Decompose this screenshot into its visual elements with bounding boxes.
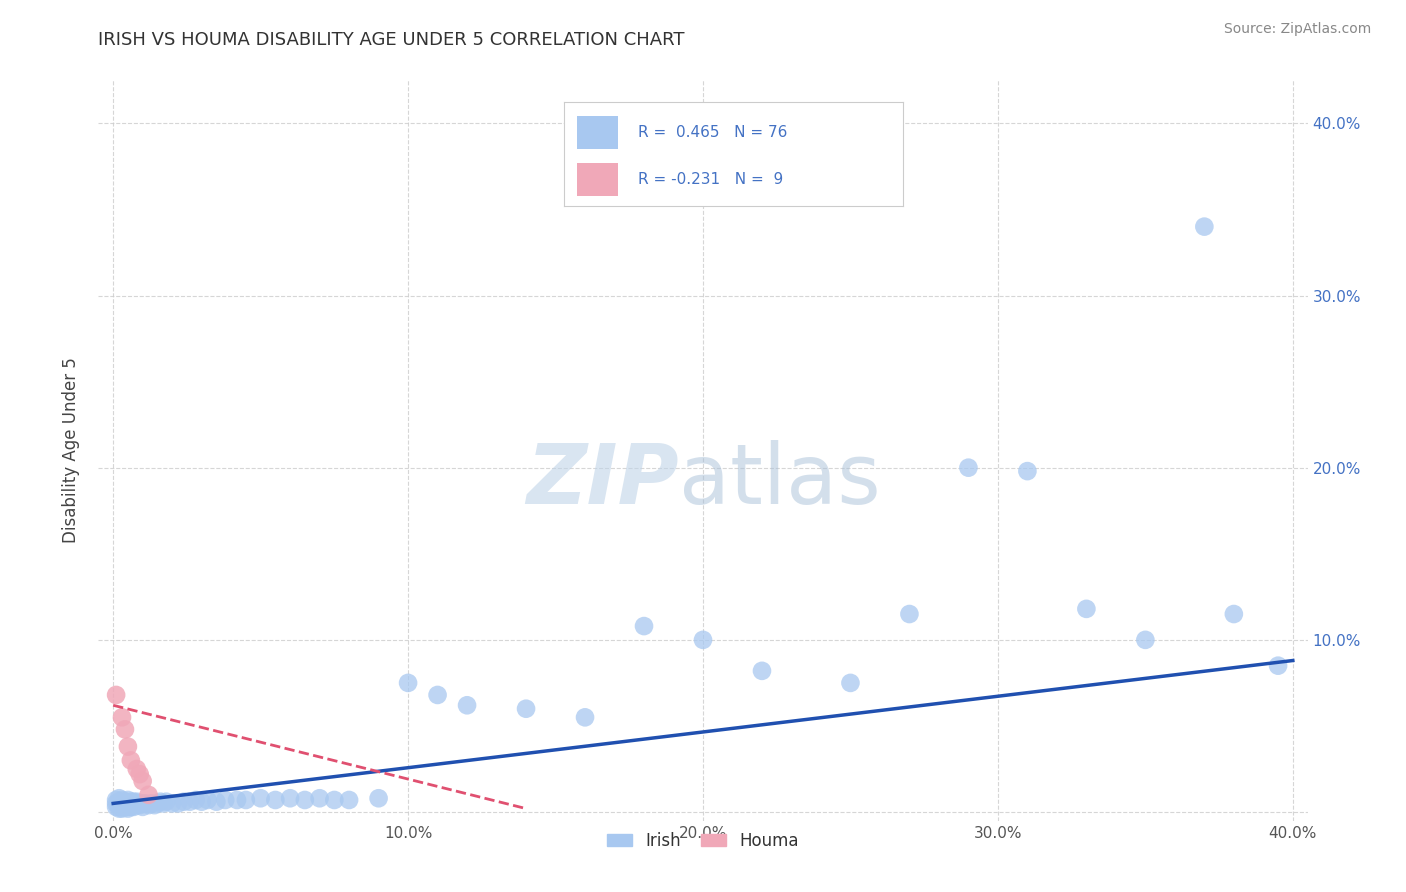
Point [957,460,980,475]
Text: ZIP: ZIP [526,440,679,521]
Point [111,793,134,807]
Point [131,797,153,811]
Point [128,798,150,813]
Point [633,619,655,633]
Point [751,664,773,678]
Point [111,801,134,815]
Point [122,800,145,814]
Point [1267,658,1289,673]
Point [173,795,195,809]
Point [120,797,142,811]
Point [114,800,136,814]
Point [108,798,131,813]
Point [117,801,139,815]
Point [226,793,249,807]
Point [105,793,128,807]
Point [128,767,150,781]
Point [120,795,142,809]
Point [337,793,360,807]
Point [111,797,134,811]
Point [235,793,257,807]
Point [146,797,169,811]
Point [120,753,142,767]
Point [197,793,219,807]
Point [214,793,236,807]
Point [125,795,148,809]
Point [294,793,316,807]
Point [105,797,128,811]
Point [120,800,142,814]
Text: atlas: atlas [679,440,880,521]
Point [131,774,153,789]
Point [108,795,131,809]
Point [155,795,177,809]
Point [108,791,131,805]
Point [122,798,145,813]
Point [160,797,183,811]
Point [135,797,157,811]
Point [111,800,134,814]
Point [323,793,346,807]
Point [190,795,212,809]
Point [108,801,131,815]
Point [131,800,153,814]
Point [125,762,148,776]
Point [1017,464,1039,478]
Point [367,791,389,805]
Point [1223,607,1246,621]
Point [117,800,139,814]
Point [138,798,160,813]
Point [105,800,128,814]
Point [308,791,330,805]
Y-axis label: Disability Age Under 5: Disability Age Under 5 [62,358,80,543]
Point [114,795,136,809]
Point [692,632,714,647]
Point [1076,602,1098,616]
Point [111,710,134,724]
Point [167,797,190,811]
Point [426,688,449,702]
Point [117,798,139,813]
Point [839,676,862,690]
Point [515,702,537,716]
Point [1194,219,1216,234]
Point [138,788,160,802]
Point [122,795,145,809]
Point [249,791,271,805]
Point [396,676,419,690]
Point [141,797,163,811]
Text: Source: ZipAtlas.com: Source: ZipAtlas.com [1223,22,1371,37]
Point [179,795,201,809]
Point [117,739,139,754]
Point [149,795,172,809]
Text: IRISH VS HOUMA DISABILITY AGE UNDER 5 CORRELATION CHART: IRISH VS HOUMA DISABILITY AGE UNDER 5 CO… [98,31,685,49]
Point [114,797,136,811]
Point [1135,632,1157,647]
Point [114,723,136,737]
Point [117,797,139,811]
Point [898,607,921,621]
Point [117,793,139,807]
Point [205,795,228,809]
Point [105,688,128,702]
Point [264,793,287,807]
Point [278,791,301,805]
Point [125,798,148,813]
Legend: Irish, Houma: Irish, Houma [600,825,806,856]
Point [143,798,166,813]
Point [574,710,596,724]
Point [456,698,478,713]
Point [184,793,207,807]
Point [125,797,148,811]
Point [114,798,136,813]
Point [152,797,174,811]
